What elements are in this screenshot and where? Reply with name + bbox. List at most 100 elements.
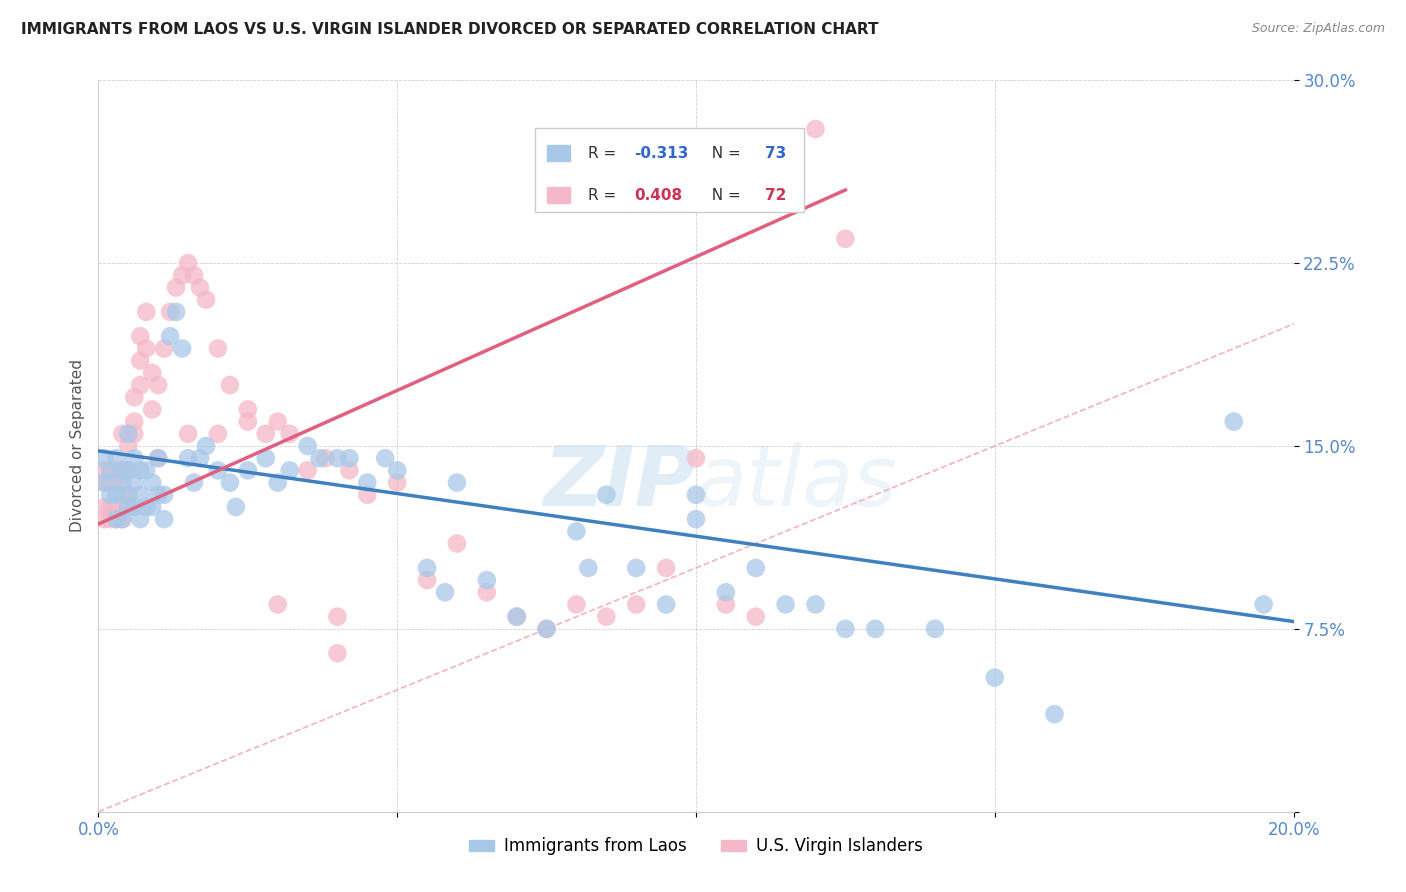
Point: [111, 512, 134, 526]
Point: [135, 305, 157, 319]
Point: [111, 512, 134, 526]
Bar: [547, 187, 571, 203]
Point: [416, 573, 439, 587]
Point: [93, 451, 115, 466]
Point: [1043, 707, 1066, 722]
Point: [135, 500, 157, 514]
Point: [326, 646, 349, 660]
Point: [536, 622, 558, 636]
Point: [267, 598, 290, 612]
Point: [565, 598, 588, 612]
Point: [117, 488, 139, 502]
Point: [685, 451, 707, 466]
Point: [98, 512, 122, 526]
Point: [93, 500, 115, 514]
Text: -0.313: -0.313: [634, 145, 688, 161]
Point: [129, 353, 152, 368]
Text: IMMIGRANTS FROM LAOS VS U.S. VIRGIN ISLANDER DIVORCED OR SEPARATED CORRELATION C: IMMIGRANTS FROM LAOS VS U.S. VIRGIN ISLA…: [21, 22, 879, 37]
Point: [207, 426, 229, 441]
Point: [105, 512, 128, 526]
Point: [172, 342, 194, 356]
Point: [135, 342, 157, 356]
Point: [219, 475, 242, 490]
Point: [141, 475, 163, 490]
Point: [165, 280, 187, 294]
Point: [207, 463, 229, 477]
Point: [98, 475, 122, 490]
Point: [105, 475, 128, 490]
Point: [356, 488, 378, 502]
Point: [153, 342, 176, 356]
Point: [536, 622, 558, 636]
Point: [188, 451, 211, 466]
Point: [117, 500, 139, 514]
Point: [98, 488, 122, 502]
Point: [93, 463, 115, 477]
Point: [254, 451, 277, 466]
Bar: [547, 145, 571, 161]
Point: [655, 561, 678, 575]
Point: [385, 475, 409, 490]
Point: [177, 451, 200, 466]
Legend: Immigrants from Laos, U.S. Virgin Islanders: Immigrants from Laos, U.S. Virgin Island…: [463, 830, 929, 862]
Point: [124, 475, 146, 490]
Text: 73: 73: [765, 145, 786, 161]
Point: [124, 390, 146, 404]
Point: [714, 598, 737, 612]
Point: [1253, 598, 1275, 612]
Point: [124, 415, 146, 429]
Point: [475, 573, 498, 587]
Text: R =: R =: [589, 145, 621, 161]
Point: [595, 488, 617, 502]
Point: [105, 463, 128, 477]
Point: [148, 451, 170, 466]
Point: [804, 122, 827, 136]
Point: [172, 268, 194, 283]
Point: [141, 366, 163, 380]
Point: [195, 439, 218, 453]
Text: 72: 72: [765, 187, 787, 202]
Point: [153, 512, 176, 526]
Y-axis label: Divorced or Separated: Divorced or Separated: [69, 359, 84, 533]
Point: [117, 463, 139, 477]
Point: [98, 500, 122, 514]
Point: [267, 475, 290, 490]
Point: [111, 463, 134, 477]
Point: [254, 426, 277, 441]
Point: [129, 329, 152, 343]
Point: [278, 463, 301, 477]
Point: [159, 305, 181, 319]
Point: [135, 463, 157, 477]
Point: [446, 536, 468, 550]
Point: [297, 463, 319, 477]
Point: [141, 402, 163, 417]
Point: [297, 439, 319, 453]
Point: [117, 439, 139, 453]
Point: [105, 512, 128, 526]
Point: [865, 622, 887, 636]
Point: [141, 500, 163, 514]
Point: [183, 475, 205, 490]
Point: [506, 609, 529, 624]
Point: [626, 561, 648, 575]
Point: [129, 488, 152, 502]
Point: [148, 488, 170, 502]
Point: [506, 609, 529, 624]
Point: [267, 415, 290, 429]
Point: [124, 500, 146, 514]
Text: N =: N =: [702, 145, 745, 161]
Point: [105, 500, 128, 514]
Point: [326, 609, 349, 624]
Text: 0.408: 0.408: [634, 187, 682, 202]
Point: [111, 463, 134, 477]
Point: [124, 451, 146, 466]
Point: [326, 451, 349, 466]
Point: [236, 415, 259, 429]
Point: [165, 305, 187, 319]
Point: [111, 475, 134, 490]
Point: [195, 293, 218, 307]
Point: [655, 598, 678, 612]
Point: [385, 463, 409, 477]
Point: [93, 475, 115, 490]
Point: [714, 585, 737, 599]
